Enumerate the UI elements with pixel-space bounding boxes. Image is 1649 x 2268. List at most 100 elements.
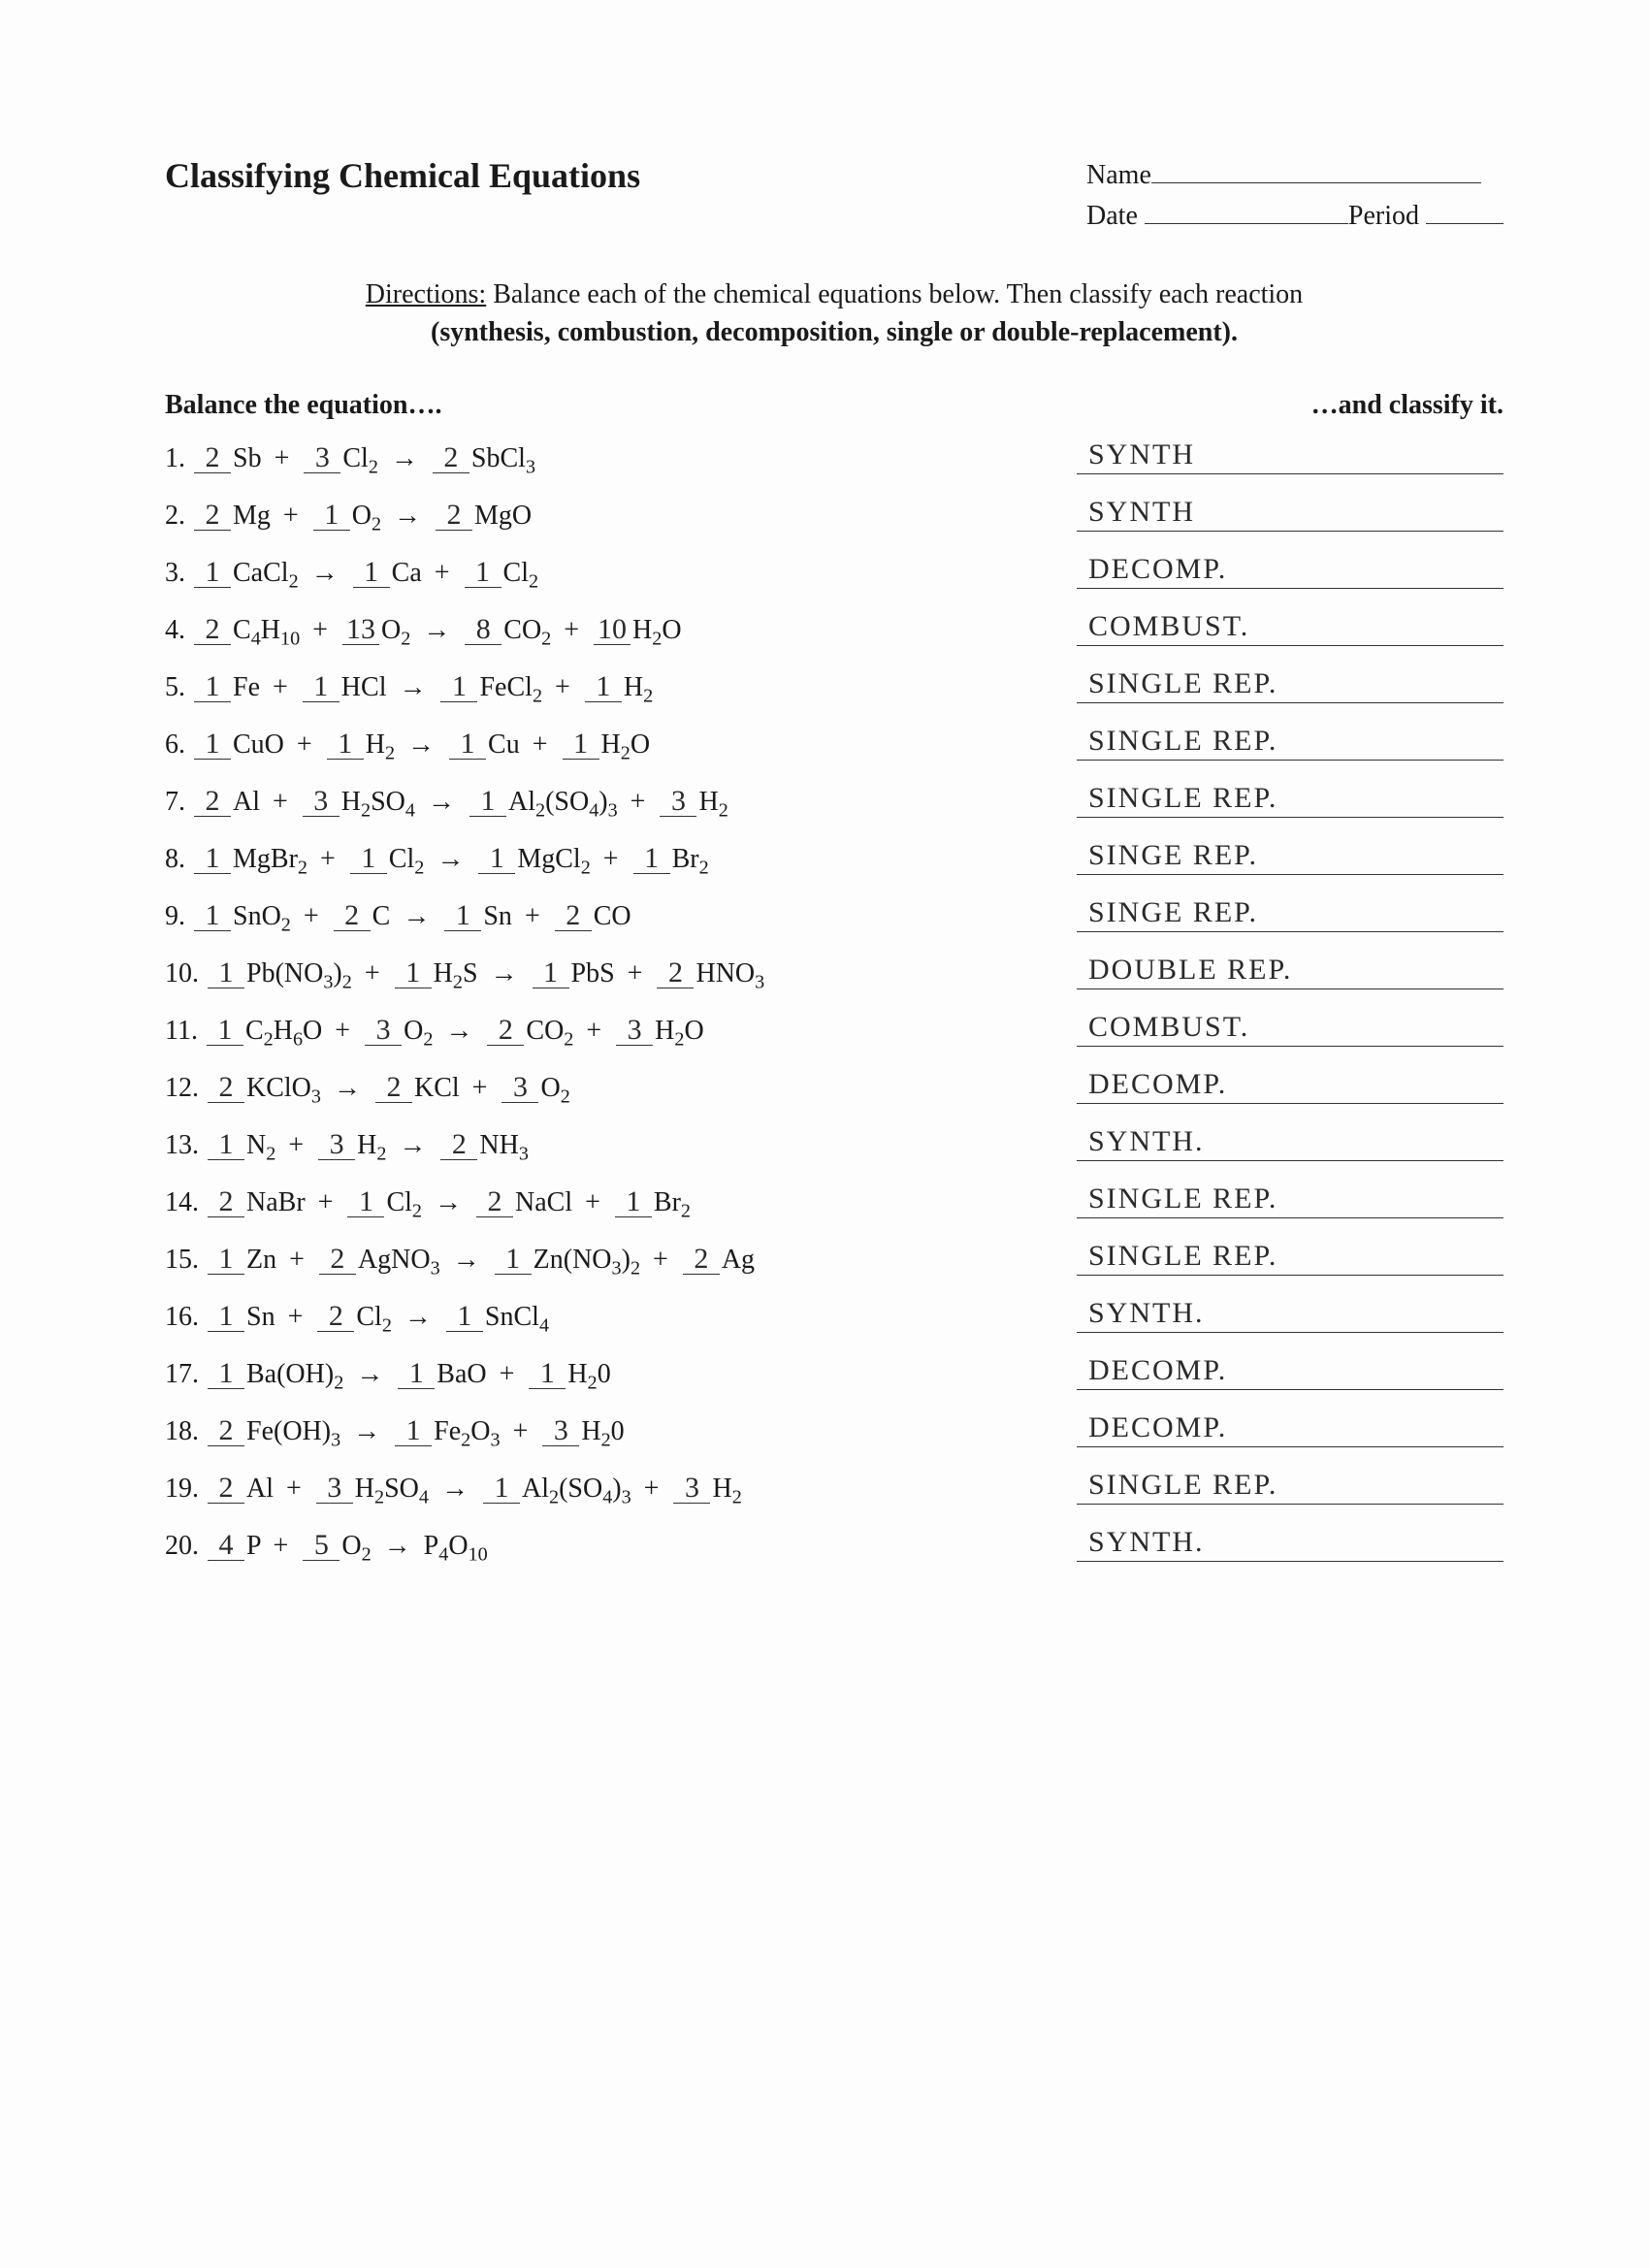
chemical-formula: O2: [352, 501, 381, 531]
classification-answer: DECOMP.: [1077, 553, 1504, 589]
operator: +: [638, 1474, 665, 1504]
problem-row: 6. 1CuO + 1H2 → 1Cu + 1H2OSINGLE REP.: [165, 725, 1504, 761]
equation: 1. 2Sb + 3Cl2 → 2SbCl3: [165, 443, 1038, 474]
operator: +: [579, 1187, 606, 1217]
classification-answer: SINGLE REP.: [1077, 782, 1504, 818]
problem-number: 17.: [165, 1359, 206, 1389]
chemical-formula: Ba(OH)2: [246, 1359, 343, 1389]
operator: +: [282, 1130, 309, 1160]
equation: 6. 1CuO + 1H2 → 1Cu + 1H2O: [165, 729, 1038, 761]
problem-number: 18.: [165, 1416, 206, 1446]
chemical-formula: H2SO4: [355, 1474, 429, 1504]
chemical-formula: Mg: [233, 501, 271, 531]
operator: →: [388, 501, 427, 531]
coefficient-blank: 2: [433, 443, 469, 473]
operator: +: [282, 1302, 309, 1332]
coefficient-blank: 1: [194, 558, 231, 588]
coefficient-blank: 1: [495, 1245, 532, 1275]
operator: →: [431, 844, 469, 874]
problem-row: 1. 2Sb + 3Cl2 → 2SbCl3 SYNTH: [165, 438, 1504, 474]
chemical-formula: SnO2: [233, 901, 291, 931]
coefficient-blank: 1: [347, 1187, 384, 1217]
classification-answer: SYNTH: [1077, 496, 1504, 532]
classification-answer: SYNTH.: [1077, 1297, 1504, 1333]
coefficient-blank: 1: [208, 958, 244, 988]
equation: 15. 1Zn + 2AgNO3 → 1Zn(NO3)2 + 2Ag: [165, 1245, 1038, 1276]
classification-answer: DECOMP.: [1077, 1411, 1504, 1447]
name-line: Name: [1086, 155, 1504, 196]
coefficient-blank: 1: [440, 672, 477, 702]
chemical-formula: MgBr2: [233, 844, 307, 874]
right-col-head: …and classify it.: [1311, 390, 1504, 421]
problem-row: 20. 4P + 5O2 → P4O10SYNTH.: [165, 1526, 1504, 1562]
operator: →: [439, 1016, 478, 1046]
problem-row: 15. 1Zn + 2AgNO3 → 1Zn(NO3)2 + 2AgSINGLE…: [165, 1240, 1504, 1276]
operator: +: [507, 1416, 534, 1446]
coefficient-blank: 2: [657, 958, 694, 988]
directions-bold: (synthesis, combustion, decomposition, s…: [431, 317, 1238, 347]
chemical-formula: Ag: [722, 1245, 755, 1275]
chemical-formula: Zn: [246, 1245, 276, 1275]
chemical-formula: HCl: [341, 672, 387, 702]
operator: +: [519, 901, 546, 931]
chemical-formula: MgO: [474, 501, 532, 531]
problem-number: 16.: [165, 1302, 206, 1332]
coefficient-blank: 3: [318, 1130, 355, 1160]
coefficient-blank: 2: [440, 1130, 477, 1160]
problem-number: 9.: [165, 901, 192, 931]
chemical-formula: PbS: [571, 958, 615, 988]
coefficient-blank: 1: [194, 901, 231, 931]
coefficient-blank: 2: [555, 901, 592, 931]
chemical-formula: H20: [581, 1416, 624, 1446]
chemical-formula: BaO: [436, 1359, 486, 1389]
coefficient-blank: 1: [313, 501, 350, 531]
coefficient-blank: 1: [563, 729, 599, 760]
problem-row: 14. 2NaBr + 1Cl2 → 2NaCl + 1Br2SINGLE RE…: [165, 1183, 1504, 1218]
coefficient-blank: 1: [207, 1016, 243, 1046]
operator: →: [402, 729, 440, 760]
coefficient-blank: 1: [529, 1359, 566, 1389]
chemical-formula: Br2: [654, 1187, 691, 1217]
chemical-formula: Fe(OH)3: [246, 1416, 340, 1446]
problem-number: 8.: [165, 844, 192, 874]
chemical-formula: H2: [357, 1130, 386, 1160]
operator: +: [494, 1359, 521, 1389]
coefficient-blank: 2: [317, 1302, 354, 1332]
problems-list: 1. 2Sb + 3Cl2 → 2SbCl3SYNTH2. 2Mg + 1O2 …: [165, 438, 1504, 1562]
coefficient-blank: 3: [316, 1474, 353, 1504]
coefficient-blank: 3: [365, 1016, 402, 1046]
coefficient-blank: 3: [542, 1416, 579, 1446]
chemical-formula: AgNO3: [358, 1245, 440, 1275]
chemical-formula: Al2(SO4)3: [522, 1474, 631, 1504]
operator: +: [269, 443, 296, 473]
operator: +: [467, 1073, 494, 1103]
problem-row: 11. 1C2H6O + 3O2 → 2CO2 + 3H2OCOMBUST.: [165, 1011, 1504, 1047]
operator: →: [417, 615, 456, 645]
name-label: Name: [1086, 160, 1151, 190]
directions-label: Directions:: [366, 279, 486, 309]
problem-number: 14.: [165, 1187, 206, 1217]
chemical-formula: Al2(SO4)3: [508, 787, 618, 817]
coefficient-blank: 2: [208, 1187, 244, 1217]
header-row: Classifying Chemical Equations Name Date…: [165, 155, 1504, 237]
coefficient-blank: 4: [208, 1531, 244, 1561]
chemical-formula: KClO3: [246, 1073, 321, 1103]
coefficient-blank: 1: [615, 1187, 652, 1217]
coefficient-blank: 3: [616, 1016, 653, 1046]
chemical-formula: Cu: [488, 729, 520, 760]
operator: →: [399, 1302, 437, 1332]
equation: 13. 1N2 + 3H2 → 2NH3: [165, 1130, 1038, 1161]
equation: 12. 2KClO3 → 2KCl + 3O2: [165, 1073, 1038, 1104]
chemical-formula: P4O10: [424, 1531, 488, 1561]
coefficient-blank: 1: [633, 844, 670, 874]
coefficient-blank: 3: [673, 1474, 710, 1504]
classification-answer: DECOMP.: [1077, 1354, 1504, 1390]
classification-answer: SYNTH: [1077, 438, 1504, 474]
operator: →: [422, 787, 461, 817]
operator: +: [549, 672, 576, 702]
worksheet-page: Classifying Chemical Equations Name Date…: [0, 0, 1649, 2268]
chemical-formula: Br2: [672, 844, 709, 874]
operator: →: [393, 672, 432, 702]
coefficient-blank: 1: [208, 1130, 244, 1160]
classification-answer: SINGE REP.: [1077, 839, 1504, 875]
